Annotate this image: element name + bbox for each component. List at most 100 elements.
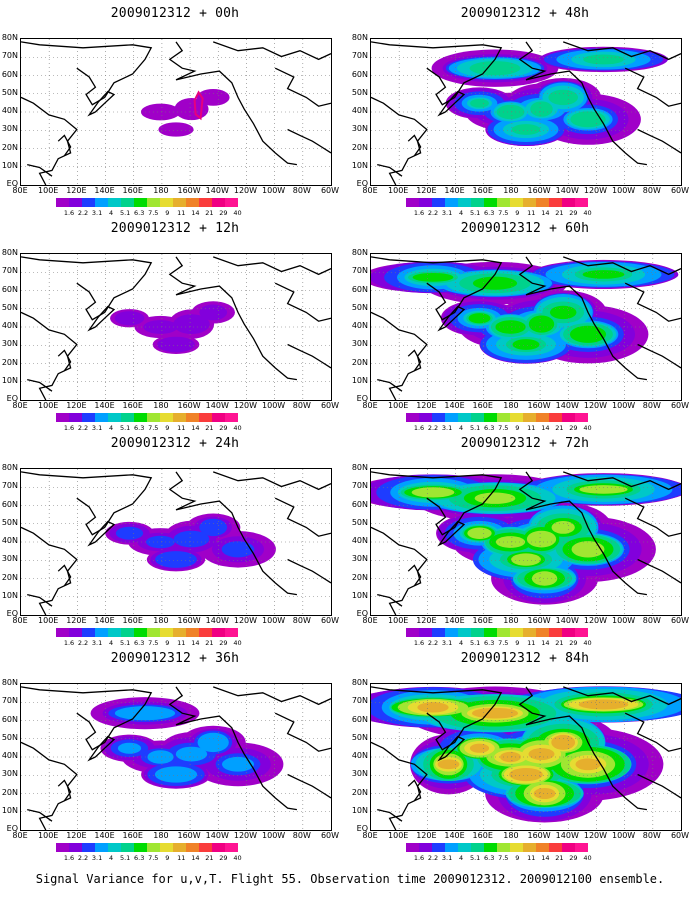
map-svg	[371, 469, 681, 615]
colorbar-label: 4	[109, 209, 114, 217]
latitude-label: 80N	[351, 463, 368, 472]
colorbar-swatch	[199, 413, 212, 422]
longitude-label: 100W	[262, 831, 286, 840]
longitude-label: 140E	[444, 831, 465, 840]
variance-contour	[157, 336, 195, 353]
colorbar-swatch	[173, 198, 186, 207]
colorbar-swatch	[82, 843, 95, 852]
panel-title: 2009012312 + 00h	[110, 6, 240, 21]
colorbar	[56, 628, 238, 637]
longitude-label: 80W	[292, 616, 311, 625]
panel-title: 2009012312 + 48h	[460, 6, 590, 21]
coastline	[87, 520, 116, 547]
colorbar-swatch	[562, 843, 575, 852]
coastline	[637, 128, 681, 154]
longitude-label: 160W	[177, 401, 201, 410]
colorbar-swatch	[225, 843, 238, 852]
colorbar-swatch	[445, 413, 458, 422]
colorbar-label: 7.5	[498, 854, 509, 862]
colorbar-swatch	[432, 843, 445, 852]
colorbar-swatch	[108, 843, 121, 852]
latitude-label: EQ	[356, 394, 368, 403]
coastline	[562, 41, 681, 61]
variance-contour	[569, 325, 607, 343]
colorbar-label: 6.3	[484, 424, 495, 432]
coastline	[27, 808, 53, 822]
colorbar-swatch	[134, 413, 147, 422]
colorbar-label: 6.3	[484, 639, 495, 647]
colorbar	[406, 843, 588, 852]
colorbar-label: 9	[165, 424, 170, 432]
longitude-label: 60W	[670, 401, 690, 410]
variance-map	[20, 253, 332, 401]
colorbar-label: 29	[219, 854, 228, 862]
longitude-label: 80W	[642, 616, 661, 625]
colorbar-label: 3.1	[441, 209, 453, 217]
coastline	[437, 305, 466, 332]
colorbar-swatch	[510, 413, 523, 422]
coastline	[212, 686, 331, 706]
colorbar-swatch	[484, 843, 497, 852]
colorbar-swatch	[471, 413, 484, 422]
colorbar-label: 3.1	[441, 854, 453, 862]
longitude-label: 80W	[292, 186, 311, 195]
longitude-label: 160W	[527, 401, 551, 410]
colorbar-label: 2.2	[427, 424, 439, 432]
latitude-label: 80N	[1, 463, 18, 472]
colorbar-swatch	[212, 198, 225, 207]
longitude-label: 60W	[320, 616, 340, 625]
colorbar-swatch	[458, 413, 471, 422]
longitude-label: 140E	[444, 186, 465, 195]
longitude-label: 80E	[362, 401, 378, 410]
longitude-label: 120W	[233, 186, 258, 195]
longitude-label: 160W	[177, 186, 201, 195]
map-svg	[21, 684, 331, 830]
latitude-label: 10N	[351, 160, 368, 170]
variance-map	[20, 683, 332, 831]
coastline	[562, 256, 681, 276]
latitude-label: 80N	[1, 248, 18, 257]
colorbar-swatch	[108, 628, 121, 637]
colorbar-label: 21	[555, 639, 564, 647]
variance-contour	[548, 89, 579, 106]
colorbar-swatch	[523, 843, 536, 852]
coastline	[274, 67, 331, 107]
colorbar-swatch	[523, 198, 536, 207]
contour-level-5	[469, 54, 624, 135]
forecast-panel: 2009012312 + 36h 80N 70N 60N 50N 40N 30N 20N 10N…	[0, 645, 350, 862]
colorbar-label: 6.3	[484, 854, 495, 862]
colorbar-label: 14	[191, 854, 200, 862]
colorbar-label: 40	[583, 209, 592, 217]
latitude-label: 30N	[1, 339, 18, 349]
colorbar-swatch	[199, 628, 212, 637]
colorbar-label: 40	[583, 639, 592, 647]
colorbar-label: 1.6	[413, 854, 425, 862]
variance-contour	[115, 526, 144, 540]
variance-contour	[196, 89, 230, 106]
forecast-panel: 2009012312 + 24h 80N 70N 60N 50N 40N 30N 20N 10N…	[0, 430, 350, 647]
coastline	[407, 134, 422, 157]
colorbar-label: 29	[569, 209, 578, 217]
latitude-label: 50N	[1, 732, 18, 742]
variance-contour	[512, 339, 540, 350]
variance-contour	[221, 541, 255, 558]
colorbar	[406, 198, 588, 207]
colorbar-label: 4	[459, 639, 464, 647]
map-svg	[21, 469, 331, 615]
variance-contour	[117, 742, 142, 754]
latitude-label: 50N	[1, 517, 18, 527]
colorbar-swatch	[121, 413, 134, 422]
variance-contour	[469, 743, 490, 753]
longitude-label: 100E	[38, 401, 59, 410]
coastline	[437, 520, 466, 547]
colorbar-label: 3.1	[441, 639, 453, 647]
variance-contour	[509, 767, 543, 782]
colorbar-label: 9	[515, 209, 520, 217]
longitude-label: 140W	[205, 401, 229, 410]
latitude-label: 40N	[351, 536, 368, 545]
colorbar-swatch	[212, 628, 225, 637]
latitude-label: 40N	[1, 321, 18, 330]
variance-contour	[575, 758, 601, 771]
colorbar-label: 5.1	[469, 854, 481, 862]
colorbar-swatch	[173, 628, 186, 637]
